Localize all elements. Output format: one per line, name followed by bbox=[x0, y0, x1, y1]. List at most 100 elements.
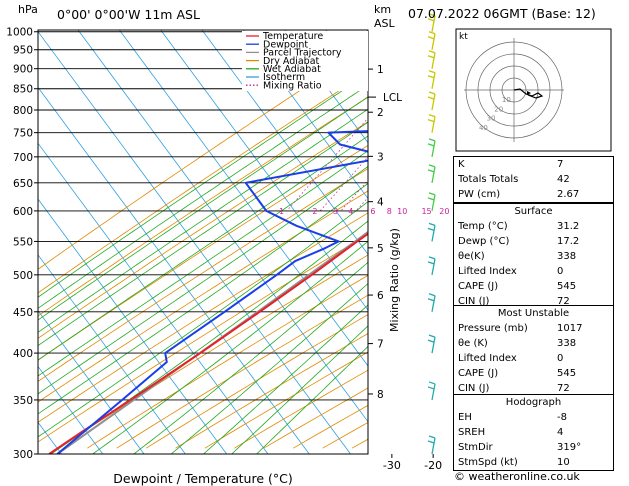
index-value: 1017 bbox=[557, 323, 583, 334]
index-value: 319° bbox=[557, 442, 582, 453]
wind-barb-staff bbox=[431, 140, 436, 157]
wind-barb-feather bbox=[428, 334, 436, 338]
profiles bbox=[48, 130, 368, 454]
wind-barb-feather bbox=[428, 435, 436, 439]
isotherm-line bbox=[38, 310, 145, 454]
storm-motion-marker bbox=[527, 91, 531, 95]
index-value: 0 bbox=[557, 266, 564, 277]
index-row: StmDir 319° bbox=[454, 440, 613, 455]
wind-barb-feather bbox=[428, 114, 436, 118]
dry-adiabat-line bbox=[145, 314, 368, 449]
legend-label: Wet Adiabat bbox=[263, 64, 321, 75]
height-tick-label: 2 bbox=[377, 107, 384, 119]
wind-barb-staff bbox=[431, 258, 436, 275]
wind-barb-feather bbox=[428, 50, 436, 54]
legend-label: Isotherm bbox=[263, 72, 305, 83]
index-row: CAPE (J) 545 bbox=[454, 366, 613, 381]
index-row: Lifted Index 0 bbox=[454, 264, 613, 279]
most-unstable-rows: Pressure (mb) 1017 θe (K) 338 Lifted Index 0 C… bbox=[454, 321, 613, 396]
wind-barb-feather bbox=[428, 381, 436, 385]
index-value: 72 bbox=[557, 296, 570, 307]
isotherm-line bbox=[38, 30, 351, 454]
index-label: Temp (°C) bbox=[458, 221, 508, 232]
wet-adiabat-line bbox=[38, 84, 368, 309]
hodograph-box: Hodograph EH -8 SREH 4 StmDir 319° StmSpd (kt)… bbox=[453, 394, 614, 471]
wind-barb-staff bbox=[431, 437, 436, 455]
height-tick-label: 7 bbox=[377, 339, 384, 351]
hodograph-rows: EH -8 SREH 4 StmDir 319° StmSpd (kt) 10 bbox=[454, 410, 613, 470]
plot-frame bbox=[37, 29, 369, 455]
surface-rows: Temp (°C) 31.2 Dewp (°C) 17.2 θe(K) 338 Lifted… bbox=[454, 219, 613, 309]
mixing-ratio-label: 20 bbox=[439, 207, 449, 216]
index-row: Totals Totals 42 bbox=[454, 172, 613, 187]
dry-adiabat-line bbox=[175, 333, 368, 449]
index-row: StmSpd (kt) 10 bbox=[454, 455, 613, 470]
hodograph-trace bbox=[513, 88, 544, 99]
wind-barb-staff bbox=[431, 52, 436, 69]
wind-barb-staff bbox=[431, 295, 436, 312]
surface-box: Surface Temp (°C) 31.2 Dewp (°C) 17.2 θe(K) 3… bbox=[453, 203, 614, 310]
mixing-ratio-label: 6 bbox=[370, 207, 375, 216]
dry-adiabat-line bbox=[38, 190, 368, 403]
wind-barb-staff bbox=[431, 225, 436, 242]
pressure-tick-label: 950 bbox=[13, 45, 33, 57]
height-tick-label: 4 bbox=[377, 197, 384, 209]
index-label: CAPE (J) bbox=[458, 281, 499, 292]
index-label: EH bbox=[458, 412, 472, 423]
index-label: Pressure (mb) bbox=[458, 323, 528, 334]
wet-adiabat-line bbox=[170, 283, 368, 454]
height-tick-label: 3 bbox=[377, 151, 384, 163]
wet-adiabat-line bbox=[38, 201, 368, 438]
wind-barb-feather bbox=[427, 169, 435, 173]
index-value: 338 bbox=[557, 251, 577, 262]
wet-adiabat-line bbox=[203, 304, 368, 454]
height-ref: ASL bbox=[374, 17, 396, 30]
mixing-ratio-label: 2 bbox=[312, 207, 317, 216]
isotherm-line bbox=[38, 365, 104, 454]
isotherm-line bbox=[38, 86, 310, 454]
wind-barb-feather bbox=[428, 31, 436, 35]
index-row: θe(K) 338 bbox=[454, 249, 613, 264]
index-label: K bbox=[458, 159, 465, 170]
wind-barb-feather bbox=[427, 261, 435, 265]
location-label: 0°00' 0°00'W 11m ASL bbox=[57, 7, 200, 22]
height-unit: km bbox=[374, 3, 391, 16]
index-label: Dewp (°C) bbox=[458, 236, 510, 247]
index-row: PW (cm) 2.67 bbox=[454, 187, 613, 202]
index-row: CIN (J) 72 bbox=[454, 381, 613, 396]
index-label: Lifted Index bbox=[458, 353, 517, 364]
mixing-ratio-axis-label: Mixing Ratio (g/kg) bbox=[388, 228, 401, 332]
index-row: CIN (J) 72 bbox=[454, 294, 613, 309]
wind-barbs bbox=[427, 13, 436, 455]
index-label: CIN (J) bbox=[458, 383, 490, 394]
wind-barb-staff bbox=[431, 166, 436, 183]
lcl-label: LCL bbox=[383, 92, 402, 104]
index-value: 0 bbox=[557, 353, 564, 364]
wet-adiabat-line bbox=[38, 135, 368, 361]
pressure-tick-label: 700 bbox=[13, 152, 33, 164]
dry-adiabat-line bbox=[57, 254, 368, 449]
legend-background bbox=[242, 31, 368, 91]
pressure-tick-label: 900 bbox=[13, 64, 33, 76]
wind-barb-feather bbox=[427, 36, 435, 40]
pressure-tick-label: 600 bbox=[13, 206, 33, 218]
index-label: SREH bbox=[458, 427, 486, 438]
index-label: StmSpd (kt) bbox=[458, 457, 518, 468]
height-tick-label: 8 bbox=[377, 389, 384, 401]
mixing-ratio-label: 15 bbox=[421, 207, 431, 216]
wet-adiabat-line bbox=[38, 121, 368, 347]
index-row: SREH 4 bbox=[454, 425, 613, 440]
index-label: CIN (J) bbox=[458, 296, 490, 307]
index-label: StmDir bbox=[458, 442, 493, 453]
index-value: 338 bbox=[557, 338, 577, 349]
temperature-line bbox=[48, 232, 368, 454]
pressure-tick-label: 300 bbox=[13, 449, 33, 461]
wind-barb-feather bbox=[427, 339, 435, 343]
wind-barb-staff bbox=[431, 336, 436, 354]
dewpoint-line bbox=[56, 130, 368, 454]
index-row: Pressure (mb) 1017 bbox=[454, 321, 613, 336]
isotherm-line bbox=[160, 30, 368, 311]
index-row: EH -8 bbox=[454, 410, 613, 425]
pressure-tick-label: 350 bbox=[13, 395, 33, 407]
hodograph-unit-label: kt bbox=[459, 32, 468, 42]
